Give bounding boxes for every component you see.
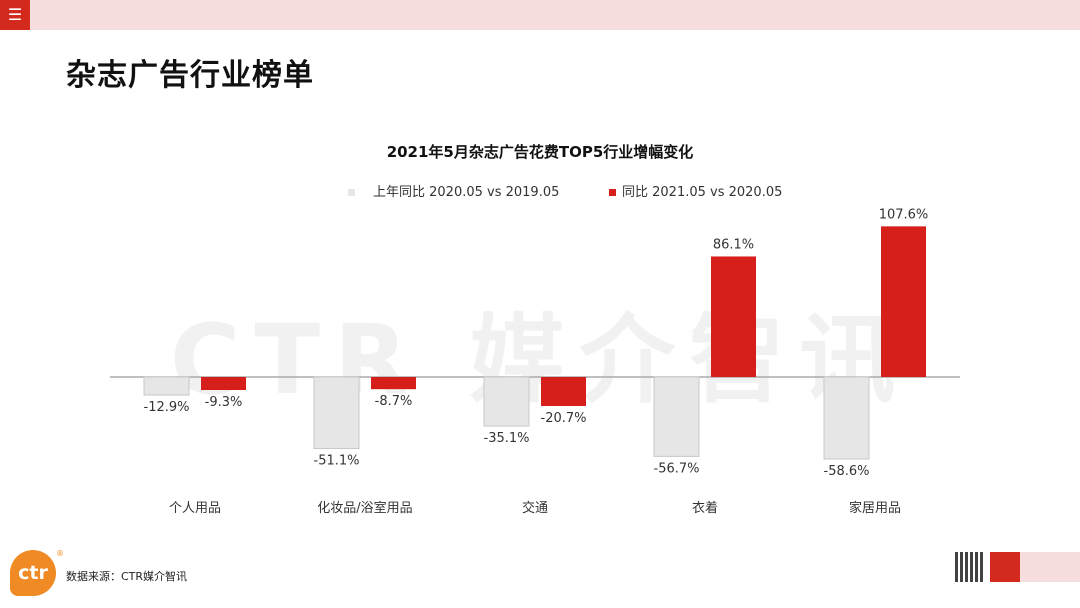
qr-code-icon: [955, 552, 985, 582]
legend-label: 上年同比 2020.05 vs 2019.05: [373, 185, 560, 200]
data-label: -56.7%: [654, 461, 700, 476]
menu-icon[interactable]: ☰: [0, 0, 30, 30]
data-label: -9.3%: [205, 395, 243, 410]
bar-this-year-3: [711, 256, 756, 377]
bottom-band: [1020, 552, 1080, 582]
bar-this-year-1: [371, 377, 416, 390]
category-label: 化妆品/浴室用品: [317, 500, 412, 516]
legend-swatch-icon: [348, 189, 355, 196]
bar-this-year-0: [201, 377, 246, 391]
bar-last-year-1: [313, 376, 360, 450]
data-label: -12.9%: [144, 400, 190, 415]
data-source-note: 数据来源：CTR媒介智讯: [66, 570, 188, 583]
data-label: -35.1%: [484, 431, 530, 446]
data-label: 86.1%: [713, 237, 754, 252]
data-label: 107.6%: [879, 207, 929, 222]
data-label: -58.6%: [824, 464, 870, 479]
category-label: 个人用品: [169, 501, 221, 516]
legend-label: 同比 2021.05 vs 2020.05: [622, 185, 783, 200]
chart-title: 2021年5月杂志广告花费TOP5行业增幅变化: [386, 143, 694, 161]
legend-swatch-icon: [609, 189, 616, 196]
bar-this-year-4: [881, 226, 926, 377]
category-label: 衣着: [692, 500, 718, 516]
data-label: -51.1%: [314, 454, 360, 469]
bar-last-year-3: [653, 376, 700, 457]
watermark: CTR 媒介智讯: [170, 304, 910, 416]
bar-last-year-2: [483, 376, 530, 427]
bar-last-year-4: [823, 376, 870, 460]
legend-item-last-year: 上年同比 2020.05 vs 2019.05: [348, 181, 559, 200]
registered-mark: ®: [56, 549, 64, 558]
data-label: -8.7%: [375, 394, 413, 409]
ctr-logo: ctr: [10, 550, 56, 596]
category-label: 家居用品: [849, 500, 901, 516]
top-band: [0, 0, 1080, 30]
bar-last-year-0: [143, 376, 190, 396]
legend-item-this-year: 同比 2021.05 vs 2020.05: [609, 181, 782, 200]
bar-this-year-2: [541, 377, 586, 406]
bottom-accent-block: [990, 552, 1020, 582]
page-title: 杂志广告行业榜单: [66, 58, 314, 93]
category-label: 交通: [522, 500, 548, 516]
data-label: -20.7%: [541, 411, 587, 426]
